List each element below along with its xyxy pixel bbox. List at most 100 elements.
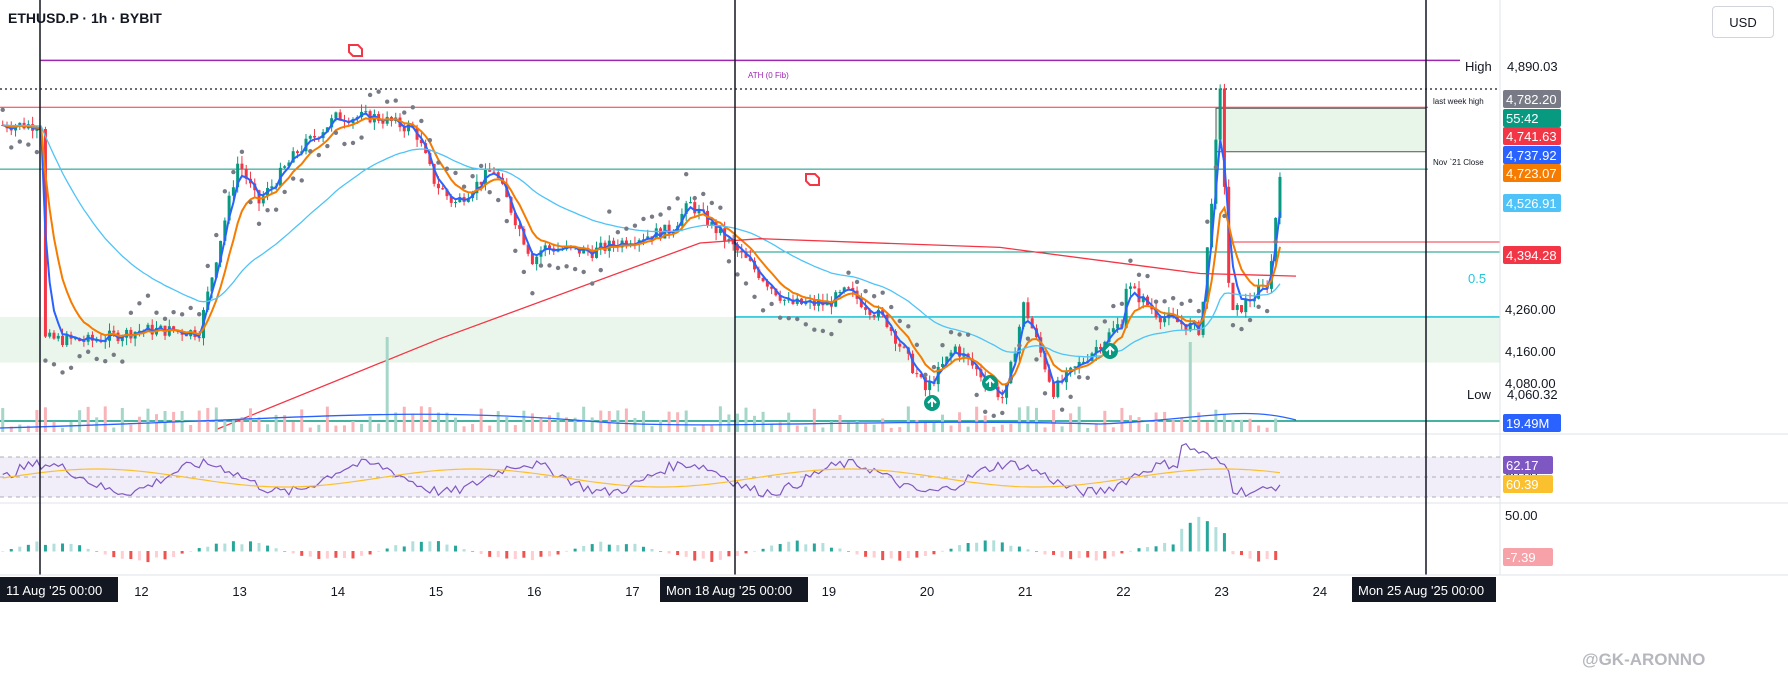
- macd-bar: [1214, 527, 1218, 552]
- volume-bar: [436, 412, 440, 432]
- sar-dot: [34, 149, 40, 155]
- macd-bar: [1, 551, 5, 552]
- candle-body: [1094, 346, 1098, 354]
- volume-bar: [795, 425, 799, 432]
- volume-bar: [590, 417, 594, 432]
- candle-body: [612, 240, 616, 246]
- macd-bar: [539, 551, 543, 557]
- volume-bar: [573, 417, 577, 432]
- candle-body: [432, 164, 436, 184]
- macd-bar: [1069, 551, 1073, 560]
- candle-body: [428, 153, 432, 165]
- sar-dot: [487, 190, 492, 195]
- macd-bar: [949, 548, 953, 552]
- candle-body: [1188, 322, 1192, 331]
- crosshair-time-label: Mon 18 Aug '25 00:00: [660, 577, 808, 602]
- sar-dot: [897, 318, 902, 324]
- candle-body: [693, 202, 697, 214]
- macd-bar: [1205, 521, 1209, 552]
- candle-body: [509, 197, 513, 213]
- sell-signal-icon[interactable]: [805, 173, 820, 186]
- candle-body: [61, 335, 65, 346]
- candle-body: [1210, 203, 1214, 248]
- macd-bar: [770, 545, 774, 552]
- candle-body: [1047, 369, 1051, 382]
- candle-body: [1000, 397, 1004, 399]
- sar-dot: [453, 170, 458, 176]
- sar-dot: [923, 372, 928, 378]
- macd-bar: [471, 551, 475, 552]
- volume-bar: [556, 412, 560, 432]
- symbol-title[interactable]: ETHUSD.P · 1h · BYBIT: [8, 10, 162, 26]
- rsi-badge-bg: [1503, 456, 1553, 474]
- volume-bar: [317, 424, 321, 432]
- volume-bar: [411, 413, 415, 432]
- volume-bar: [881, 418, 885, 432]
- macd-bar: [428, 541, 432, 552]
- candle-body: [65, 334, 69, 346]
- candle-body: [804, 302, 808, 305]
- candle-body: [1017, 326, 1021, 354]
- volume-bar: [1154, 412, 1158, 432]
- crosshair-time-bg: [0, 577, 118, 602]
- consolidation-box: [1215, 107, 1427, 153]
- macd-bar: [676, 551, 680, 556]
- buy-signal-icon[interactable]: [982, 375, 998, 391]
- volume-bar: [1137, 417, 1141, 432]
- sar-dot: [1119, 301, 1125, 307]
- volume-bar: [906, 406, 910, 432]
- candle-body: [236, 163, 240, 188]
- candle-body: [1022, 302, 1026, 327]
- candle-body: [1184, 324, 1188, 331]
- volume-bar: [923, 422, 927, 432]
- sar-dot: [906, 324, 911, 329]
- macd-bar: [223, 543, 227, 552]
- sar-dot: [1034, 357, 1039, 362]
- macd-bar: [402, 546, 406, 552]
- volume-bar: [283, 415, 287, 432]
- sar-dot: [77, 354, 82, 359]
- candle-body: [308, 135, 312, 139]
- candle-body: [1278, 176, 1282, 218]
- sar-dot: [572, 266, 578, 272]
- macd-bar: [1017, 546, 1021, 552]
- volume-bar: [607, 411, 611, 432]
- candle-body: [35, 129, 39, 131]
- candle-body: [838, 291, 842, 293]
- sar-dot: [803, 322, 808, 327]
- sar-dot: [1094, 326, 1099, 331]
- sar-dot: [9, 145, 14, 150]
- macd-bar: [95, 551, 99, 552]
- sar-dot: [769, 301, 774, 307]
- candle-body: [82, 341, 86, 343]
- sar-dot: [1136, 272, 1142, 278]
- sar-dot: [846, 270, 851, 275]
- arrow-up-icon: [927, 397, 937, 407]
- macd-bar: [342, 551, 346, 559]
- time-tick-label: 15: [429, 584, 443, 599]
- buy-signal-icon[interactable]: [924, 395, 940, 411]
- sar-dot: [222, 189, 228, 194]
- macd-bar: [155, 551, 159, 558]
- macd-bar: [377, 550, 381, 552]
- currency-button[interactable]: USD: [1712, 6, 1774, 38]
- sar-dot: [17, 139, 23, 144]
- sell-signal-icon[interactable]: [348, 44, 363, 57]
- macd-bar: [1026, 549, 1030, 552]
- macd-bar: [624, 544, 628, 552]
- candle-body: [864, 307, 868, 310]
- volume-badge-text: 19.49M: [1506, 416, 1549, 431]
- sar-dot: [171, 309, 176, 315]
- sar-dot: [538, 263, 544, 268]
- macd-bar: [641, 546, 645, 552]
- rsi-badge: 62.17: [1503, 456, 1553, 474]
- time-tick-label: 17: [625, 584, 639, 599]
- buy-signal-icon[interactable]: [1102, 343, 1118, 359]
- sar-dot: [496, 197, 501, 203]
- macd-bar: [565, 550, 569, 552]
- sar-dot: [513, 248, 518, 253]
- sar-dot: [974, 392, 979, 398]
- price-badge: 4,394.28: [1503, 246, 1561, 264]
